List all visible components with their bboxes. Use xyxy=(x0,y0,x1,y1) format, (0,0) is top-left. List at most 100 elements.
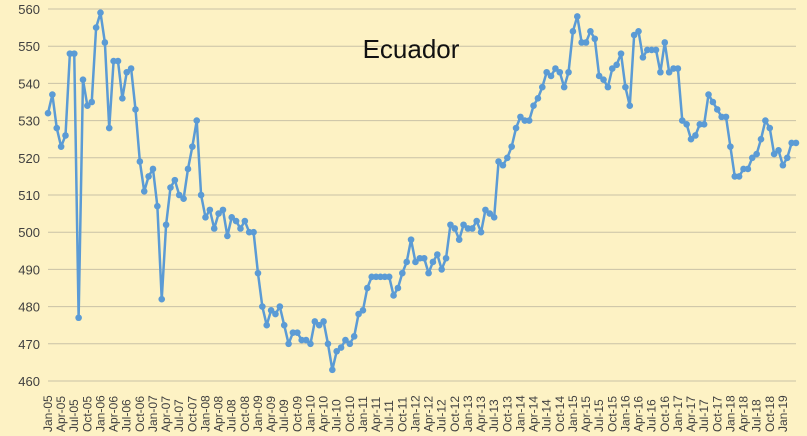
x-tick-label: Oct-07 xyxy=(185,396,199,432)
data-point xyxy=(652,46,660,54)
data-point xyxy=(197,191,205,199)
data-point xyxy=(92,24,100,31)
x-tick-label: Apr-18 xyxy=(737,396,751,432)
x-tick-label: Apr-11 xyxy=(369,397,383,432)
data-point xyxy=(237,225,244,232)
data-point xyxy=(779,161,787,169)
data-point xyxy=(534,94,542,102)
x-tick-label: Jan-08 xyxy=(198,395,212,432)
data-point xyxy=(434,251,441,258)
y-tick-label: 550 xyxy=(18,39,40,54)
x-tick-label: Jan-14 xyxy=(513,395,527,432)
data-point xyxy=(276,303,284,310)
data-point xyxy=(259,303,266,310)
data-point xyxy=(525,117,533,124)
data-point xyxy=(766,124,774,132)
data-point xyxy=(123,68,131,76)
gridlines xyxy=(48,8,796,382)
data-point xyxy=(364,284,371,292)
x-tick-label: Apr-15 xyxy=(579,396,593,432)
data-point xyxy=(722,113,730,121)
data-point xyxy=(420,254,428,262)
data-point xyxy=(455,236,463,243)
chart-title: Ecuador xyxy=(363,34,460,64)
data-point xyxy=(608,65,616,72)
y-tick-label: 510 xyxy=(18,188,40,203)
data-point xyxy=(744,165,752,173)
data-point xyxy=(324,340,332,348)
data-point xyxy=(140,187,148,195)
x-tick-label: Oct-09 xyxy=(290,396,304,432)
x-tick-label: Jan-06 xyxy=(93,395,107,432)
x-tick-label: Jul-18 xyxy=(750,399,764,432)
x-tick-label: Jul-10 xyxy=(330,399,344,432)
data-point xyxy=(438,266,445,273)
data-point xyxy=(727,143,734,150)
data-point xyxy=(770,150,778,158)
x-tick-label: Jan-11 xyxy=(356,396,370,432)
x-tick-label: Jul-09 xyxy=(277,399,291,432)
data-point xyxy=(210,225,218,232)
data-point xyxy=(552,65,559,72)
data-point xyxy=(167,184,174,191)
data-point xyxy=(359,307,367,314)
data-point xyxy=(512,124,520,132)
data-point xyxy=(412,258,419,266)
y-tick-label: 530 xyxy=(18,114,40,129)
x-tick-label: Oct-06 xyxy=(133,396,147,432)
data-point xyxy=(626,102,634,110)
y-tick-label: 470 xyxy=(18,337,40,352)
y-axis: 460 470 480 490 500 510 520 530 540 550 560 xyxy=(18,2,40,389)
data-point xyxy=(600,76,607,83)
data-point xyxy=(613,61,620,69)
data-point xyxy=(342,336,349,344)
y-tick-label: 500 xyxy=(18,225,40,240)
data-point xyxy=(547,72,555,80)
x-tick-label: Jul-17 xyxy=(697,399,711,432)
data-point xyxy=(149,165,157,173)
x-tick-label: Jul-05 xyxy=(67,399,81,432)
x-tick-label: Oct-11 xyxy=(395,397,409,432)
data-point xyxy=(307,340,314,348)
data-point xyxy=(447,221,454,229)
data-point xyxy=(490,214,498,221)
x-tick-label: Oct-10 xyxy=(343,396,357,432)
x-tick-label: Apr-17 xyxy=(684,396,698,432)
x-tick-label: Oct-12 xyxy=(448,396,462,432)
data-point xyxy=(582,39,590,46)
data-point xyxy=(97,9,104,17)
x-tick-label: Apr-14 xyxy=(527,396,541,432)
data-point xyxy=(250,228,257,236)
data-point xyxy=(569,28,577,35)
data-point xyxy=(560,83,568,91)
data-point xyxy=(175,191,183,199)
data-point xyxy=(145,173,152,180)
data-point xyxy=(228,214,236,221)
data-point xyxy=(762,117,769,124)
data-point xyxy=(162,221,170,229)
data-point xyxy=(114,57,122,65)
data-point xyxy=(136,158,144,165)
x-tick-label: Apr-09 xyxy=(264,396,278,432)
x-tick-label: Jul-06 xyxy=(120,399,134,432)
x-tick-label: Apr-16 xyxy=(632,396,646,432)
data-point xyxy=(622,83,629,91)
data-point xyxy=(477,228,485,236)
data-point xyxy=(254,269,262,277)
x-tick-label: Jul-14 xyxy=(540,399,554,432)
y-tick-label: 520 xyxy=(18,151,40,166)
data-point xyxy=(687,135,695,143)
data-point xyxy=(451,225,459,232)
x-tick-label: Jan-15 xyxy=(566,395,580,432)
data-point xyxy=(49,91,56,98)
data-point xyxy=(517,113,524,121)
data-point xyxy=(206,206,214,214)
data-point xyxy=(442,254,450,262)
data-point xyxy=(70,50,78,57)
x-tick-label: Jan-10 xyxy=(303,395,317,432)
data-point xyxy=(499,161,507,169)
x-tick-label: Jul-13 xyxy=(487,399,501,432)
data-point xyxy=(665,68,673,76)
data-point xyxy=(543,68,550,76)
